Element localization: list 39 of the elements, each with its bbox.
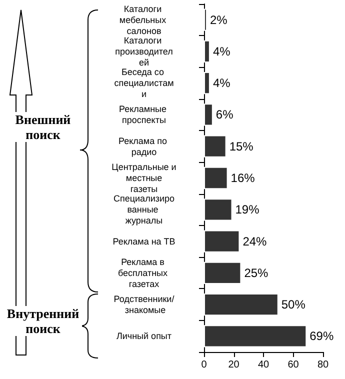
data-label: 69%: [310, 329, 334, 344]
y-tick-label: Реклама по радио: [118, 136, 170, 157]
y-tick-label: Специализированные журналы: [113, 194, 175, 226]
data-label: 6%: [216, 108, 234, 122]
bar: [204, 262, 242, 284]
y-tick-label: Родственники/ знакомые: [114, 294, 175, 316]
data-label: 4%: [212, 76, 231, 90]
bar: [204, 166, 228, 190]
data-label: 24%: [242, 234, 268, 248]
data-label: 2%: [210, 12, 228, 27]
x-tick-label: 80: [317, 360, 329, 370]
y-tick-label: Центральные и местные газеты: [112, 162, 176, 194]
y-tick-label: Реклама на ТВ: [112, 236, 176, 246]
data-label: 16%: [230, 171, 256, 185]
data-label: 15%: [229, 139, 254, 154]
bar: [204, 293, 278, 316]
data-label: 4%: [212, 44, 231, 58]
y-tick-label: Личный опыт: [116, 331, 172, 342]
data-label: 50%: [281, 298, 306, 312]
bar: [204, 198, 232, 221]
x-tick-label: 0: [201, 360, 208, 370]
y-tick-label: Каталоги производителей: [115, 35, 173, 68]
bar: [204, 230, 240, 252]
bar: [204, 104, 213, 126]
x-tick-label: 20: [228, 360, 240, 370]
bar: [204, 72, 210, 94]
data-label: 25%: [244, 266, 269, 280]
text: Внутренний поиск: [4, 306, 82, 336]
y-tick-label: Беседа со специалистами: [114, 67, 174, 100]
text: Внешний поиск: [10, 112, 76, 142]
x-tick-label: 60: [288, 360, 300, 370]
data-label: 19%: [235, 202, 260, 217]
y-tick-label: Реклама в бесплатных газетах: [118, 256, 170, 289]
bar: [204, 135, 226, 158]
y-tick-label: Рекламные проспекты: [118, 104, 170, 126]
bar: [204, 40, 210, 63]
bar: [204, 325, 307, 348]
x-tick-label: 40: [258, 360, 270, 370]
y-tick-label: Каталоги мебельных салонов: [119, 4, 169, 36]
